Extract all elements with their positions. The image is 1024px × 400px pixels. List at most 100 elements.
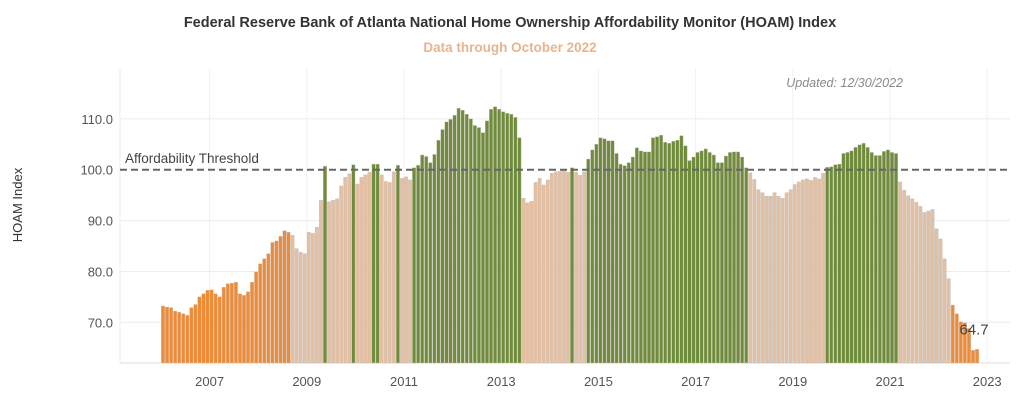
bar <box>302 253 307 364</box>
bar <box>647 151 651 364</box>
bar <box>614 153 619 364</box>
bar <box>663 142 668 364</box>
bar <box>254 271 259 364</box>
chart-subtitle: Data through October 2022 <box>423 40 596 55</box>
bar <box>161 305 165 364</box>
bar <box>456 107 461 364</box>
bar <box>618 163 623 364</box>
y-tick-label: 70.0 <box>88 315 113 330</box>
bar <box>606 140 611 364</box>
bar <box>639 150 643 364</box>
bar <box>809 180 813 364</box>
bar <box>367 172 372 364</box>
bar <box>954 313 959 364</box>
bar <box>922 212 927 364</box>
bar <box>351 164 356 364</box>
bar <box>250 281 254 364</box>
bar <box>963 322 967 364</box>
bar <box>869 152 874 364</box>
bar <box>679 135 684 364</box>
bar <box>562 170 566 364</box>
y-tick-label: 80.0 <box>88 264 113 279</box>
bar <box>728 152 732 364</box>
y-axis-label: HOAM Index <box>10 167 25 242</box>
bar <box>315 226 319 364</box>
bar <box>942 258 947 364</box>
bar <box>294 248 299 364</box>
bar <box>221 287 226 364</box>
bar <box>586 158 591 364</box>
bar <box>890 152 894 364</box>
bar <box>424 156 429 364</box>
bar <box>339 185 344 364</box>
bar <box>902 189 907 364</box>
bar <box>667 143 672 364</box>
bar <box>513 117 518 364</box>
bar <box>335 198 340 364</box>
bar <box>950 304 955 364</box>
bar <box>630 156 635 364</box>
bar <box>408 179 412 364</box>
bar <box>971 350 975 364</box>
bar <box>744 167 749 364</box>
y-tick-label: 100.0 <box>80 163 113 178</box>
bar <box>529 201 534 364</box>
bar <box>521 198 526 364</box>
bar <box>833 164 838 364</box>
bar <box>938 238 943 364</box>
bar <box>886 149 890 364</box>
bar <box>355 183 360 364</box>
bar <box>383 181 388 364</box>
bar <box>327 201 331 364</box>
bar <box>233 281 238 364</box>
bar <box>837 163 842 364</box>
y-tick-label: 90.0 <box>88 214 113 229</box>
bar <box>849 150 854 364</box>
bar <box>549 173 554 364</box>
bar <box>582 171 587 364</box>
bar <box>485 120 489 364</box>
bar <box>225 283 230 364</box>
bar <box>817 178 822 364</box>
bar <box>918 206 923 364</box>
bar <box>400 178 404 364</box>
bar <box>683 145 688 364</box>
bar <box>501 111 506 364</box>
bar <box>720 162 724 364</box>
x-tick-label: 2007 <box>195 374 224 389</box>
x-tick-label: 2009 <box>292 374 321 389</box>
bar <box>780 198 785 364</box>
bar <box>396 164 400 364</box>
bar <box>472 125 477 364</box>
bar <box>926 210 931 364</box>
bar <box>460 110 465 364</box>
bar <box>165 306 169 364</box>
bar <box>173 310 178 364</box>
bar <box>448 119 453 364</box>
bar <box>509 114 514 364</box>
bar <box>671 141 676 364</box>
bar <box>756 189 761 364</box>
bar <box>946 278 951 364</box>
bar <box>829 166 834 364</box>
bar <box>740 156 745 364</box>
bar <box>914 202 919 364</box>
bar <box>566 172 570 364</box>
bar <box>477 127 481 364</box>
last-value-label: 64.7 <box>959 321 988 338</box>
bar <box>910 198 915 364</box>
bar <box>319 200 323 364</box>
bar <box>655 136 660 364</box>
bar <box>675 140 680 364</box>
bar <box>181 313 186 364</box>
bar <box>882 151 886 364</box>
bar <box>359 177 364 364</box>
bar <box>286 232 291 364</box>
bar <box>764 195 769 364</box>
bar <box>201 293 206 364</box>
bar <box>464 114 469 364</box>
bar <box>760 192 765 364</box>
bar <box>537 178 542 364</box>
bar <box>205 290 210 364</box>
x-tick-label: 2011 <box>390 374 418 389</box>
